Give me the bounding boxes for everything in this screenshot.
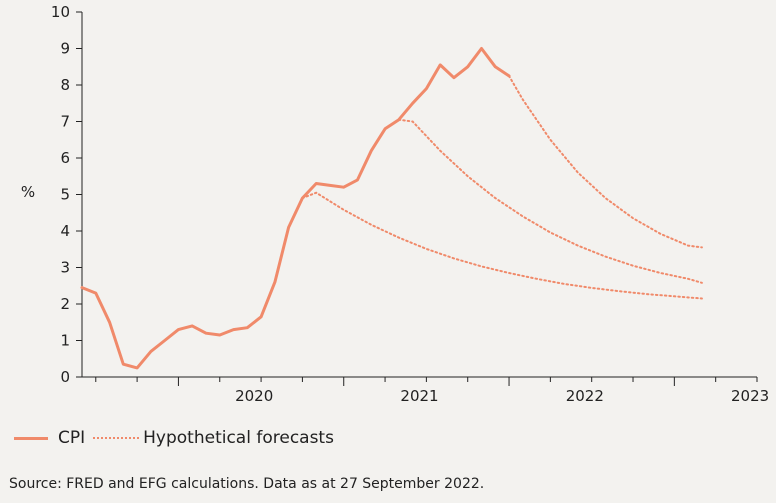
- legend-label-forecasts: Hypothetical forecasts: [143, 428, 334, 448]
- y-tick-label: 7: [60, 113, 70, 131]
- cpi-line: [80, 47, 511, 370]
- y-tick-label: 9: [60, 40, 70, 58]
- legend-label-cpi: CPI: [58, 428, 86, 448]
- y-tick-label: 2: [60, 295, 70, 313]
- y-tick-label: 10: [51, 3, 70, 21]
- legend-item-cpi: CPI: [14, 428, 85, 448]
- legend-swatch-solid: [14, 436, 48, 440]
- y-tick-label: 4: [60, 222, 70, 240]
- legend-item-forecasts: Hypothetical forecasts: [93, 428, 334, 448]
- forecast-line: [508, 74, 703, 249]
- y-tick-label: 6: [60, 149, 70, 167]
- forecast-line: [397, 118, 703, 284]
- y-tick-label: 8: [60, 76, 70, 94]
- legend-swatch-dotted: [93, 437, 140, 439]
- chart-legend: CPI Hypothetical forecasts: [14, 428, 342, 448]
- x-tick-label: 2023: [731, 387, 769, 405]
- cpi-chart: 0 1 2 3 4 5 6 7 8 9 10% 2020 2021 2022 2023: [21, 3, 769, 405]
- y-tick-label: 5: [60, 186, 70, 204]
- source-note: Source: FRED and EFG calculations. Data …: [9, 476, 485, 492]
- y-tick-label: 3: [60, 259, 70, 277]
- forecast-line: [301, 191, 703, 300]
- x-tick-label: 2020: [235, 387, 273, 405]
- x-tick-label: 2021: [400, 387, 438, 405]
- y-tick-label: 0: [60, 368, 70, 386]
- x-tick-label: 2022: [566, 387, 604, 405]
- y-axis-label: %: [21, 183, 35, 201]
- y-tick-label: 1: [60, 332, 70, 350]
